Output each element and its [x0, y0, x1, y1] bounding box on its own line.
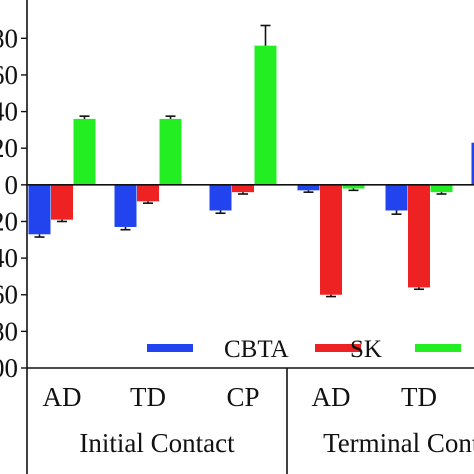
y-tick-label: 40	[0, 97, 18, 127]
y-tick-label: 60	[0, 60, 18, 90]
category-label: AD	[43, 382, 82, 412]
error-bar	[391, 210, 402, 215]
bar-series-3-4	[430, 184, 453, 193]
bar-sk-3	[320, 184, 342, 295]
y-tick-label: 20	[0, 133, 18, 163]
category-label: CP	[226, 382, 259, 412]
y-tick-label: 60	[0, 280, 18, 310]
bar-cbta-1	[114, 184, 137, 227]
bar-series-3-3	[342, 184, 365, 189]
legend: CBTA SK	[147, 336, 461, 363]
error-bar	[238, 192, 248, 195]
bar-cbta-3	[297, 184, 320, 191]
legend-swatch	[315, 344, 361, 352]
category-label: TD	[130, 382, 166, 412]
group-label: Initial Contact	[79, 428, 235, 458]
y-tick-label: 100	[0, 353, 18, 383]
error-bar	[215, 210, 226, 215]
bar-sk-2	[232, 184, 254, 193]
axes-layer	[26, 0, 474, 474]
bar-series-3-2	[254, 45, 277, 185]
legend-label: CBTA	[224, 336, 289, 363]
bars-layer	[28, 24, 474, 298]
y-ticks: 100 80 60 40 20 0 20 40 60 80	[0, 23, 27, 383]
error-bar	[348, 188, 359, 192]
y-tick-label: 0	[5, 170, 19, 200]
error-bar	[414, 287, 424, 291]
legend-swatch	[415, 344, 461, 352]
error-bar	[326, 294, 336, 298]
bar-cbta-0	[28, 184, 51, 235]
category-label: AD	[312, 382, 351, 412]
group-label: Terminal Contact	[323, 428, 474, 458]
legend-label: SK	[350, 336, 382, 363]
error-bar	[57, 219, 67, 223]
error-bar	[260, 24, 271, 46]
y-tick-label: 80	[0, 23, 18, 53]
bar-series-3-0	[73, 118, 96, 185]
y-tick-label: 40	[0, 243, 18, 273]
category-label: TD	[401, 382, 437, 412]
error-bar	[303, 190, 314, 193]
bar-sk-4	[408, 184, 430, 288]
y-tick-label: 20	[0, 206, 18, 236]
bar-cbta-5	[471, 142, 474, 185]
bar-sk-0	[51, 184, 73, 220]
bar-cbta-2	[209, 184, 232, 211]
error-bar	[34, 234, 45, 238]
bar-cbta-4	[385, 184, 408, 211]
bar-series-3-1	[159, 118, 182, 185]
error-bar	[79, 115, 90, 119]
error-bar	[165, 115, 176, 119]
error-bar	[120, 226, 131, 231]
bar-sk-1	[137, 184, 159, 202]
error-bar	[436, 192, 447, 195]
legend-swatch	[147, 344, 193, 352]
error-bar	[143, 201, 153, 204]
y-tick-label: 80	[0, 316, 18, 346]
